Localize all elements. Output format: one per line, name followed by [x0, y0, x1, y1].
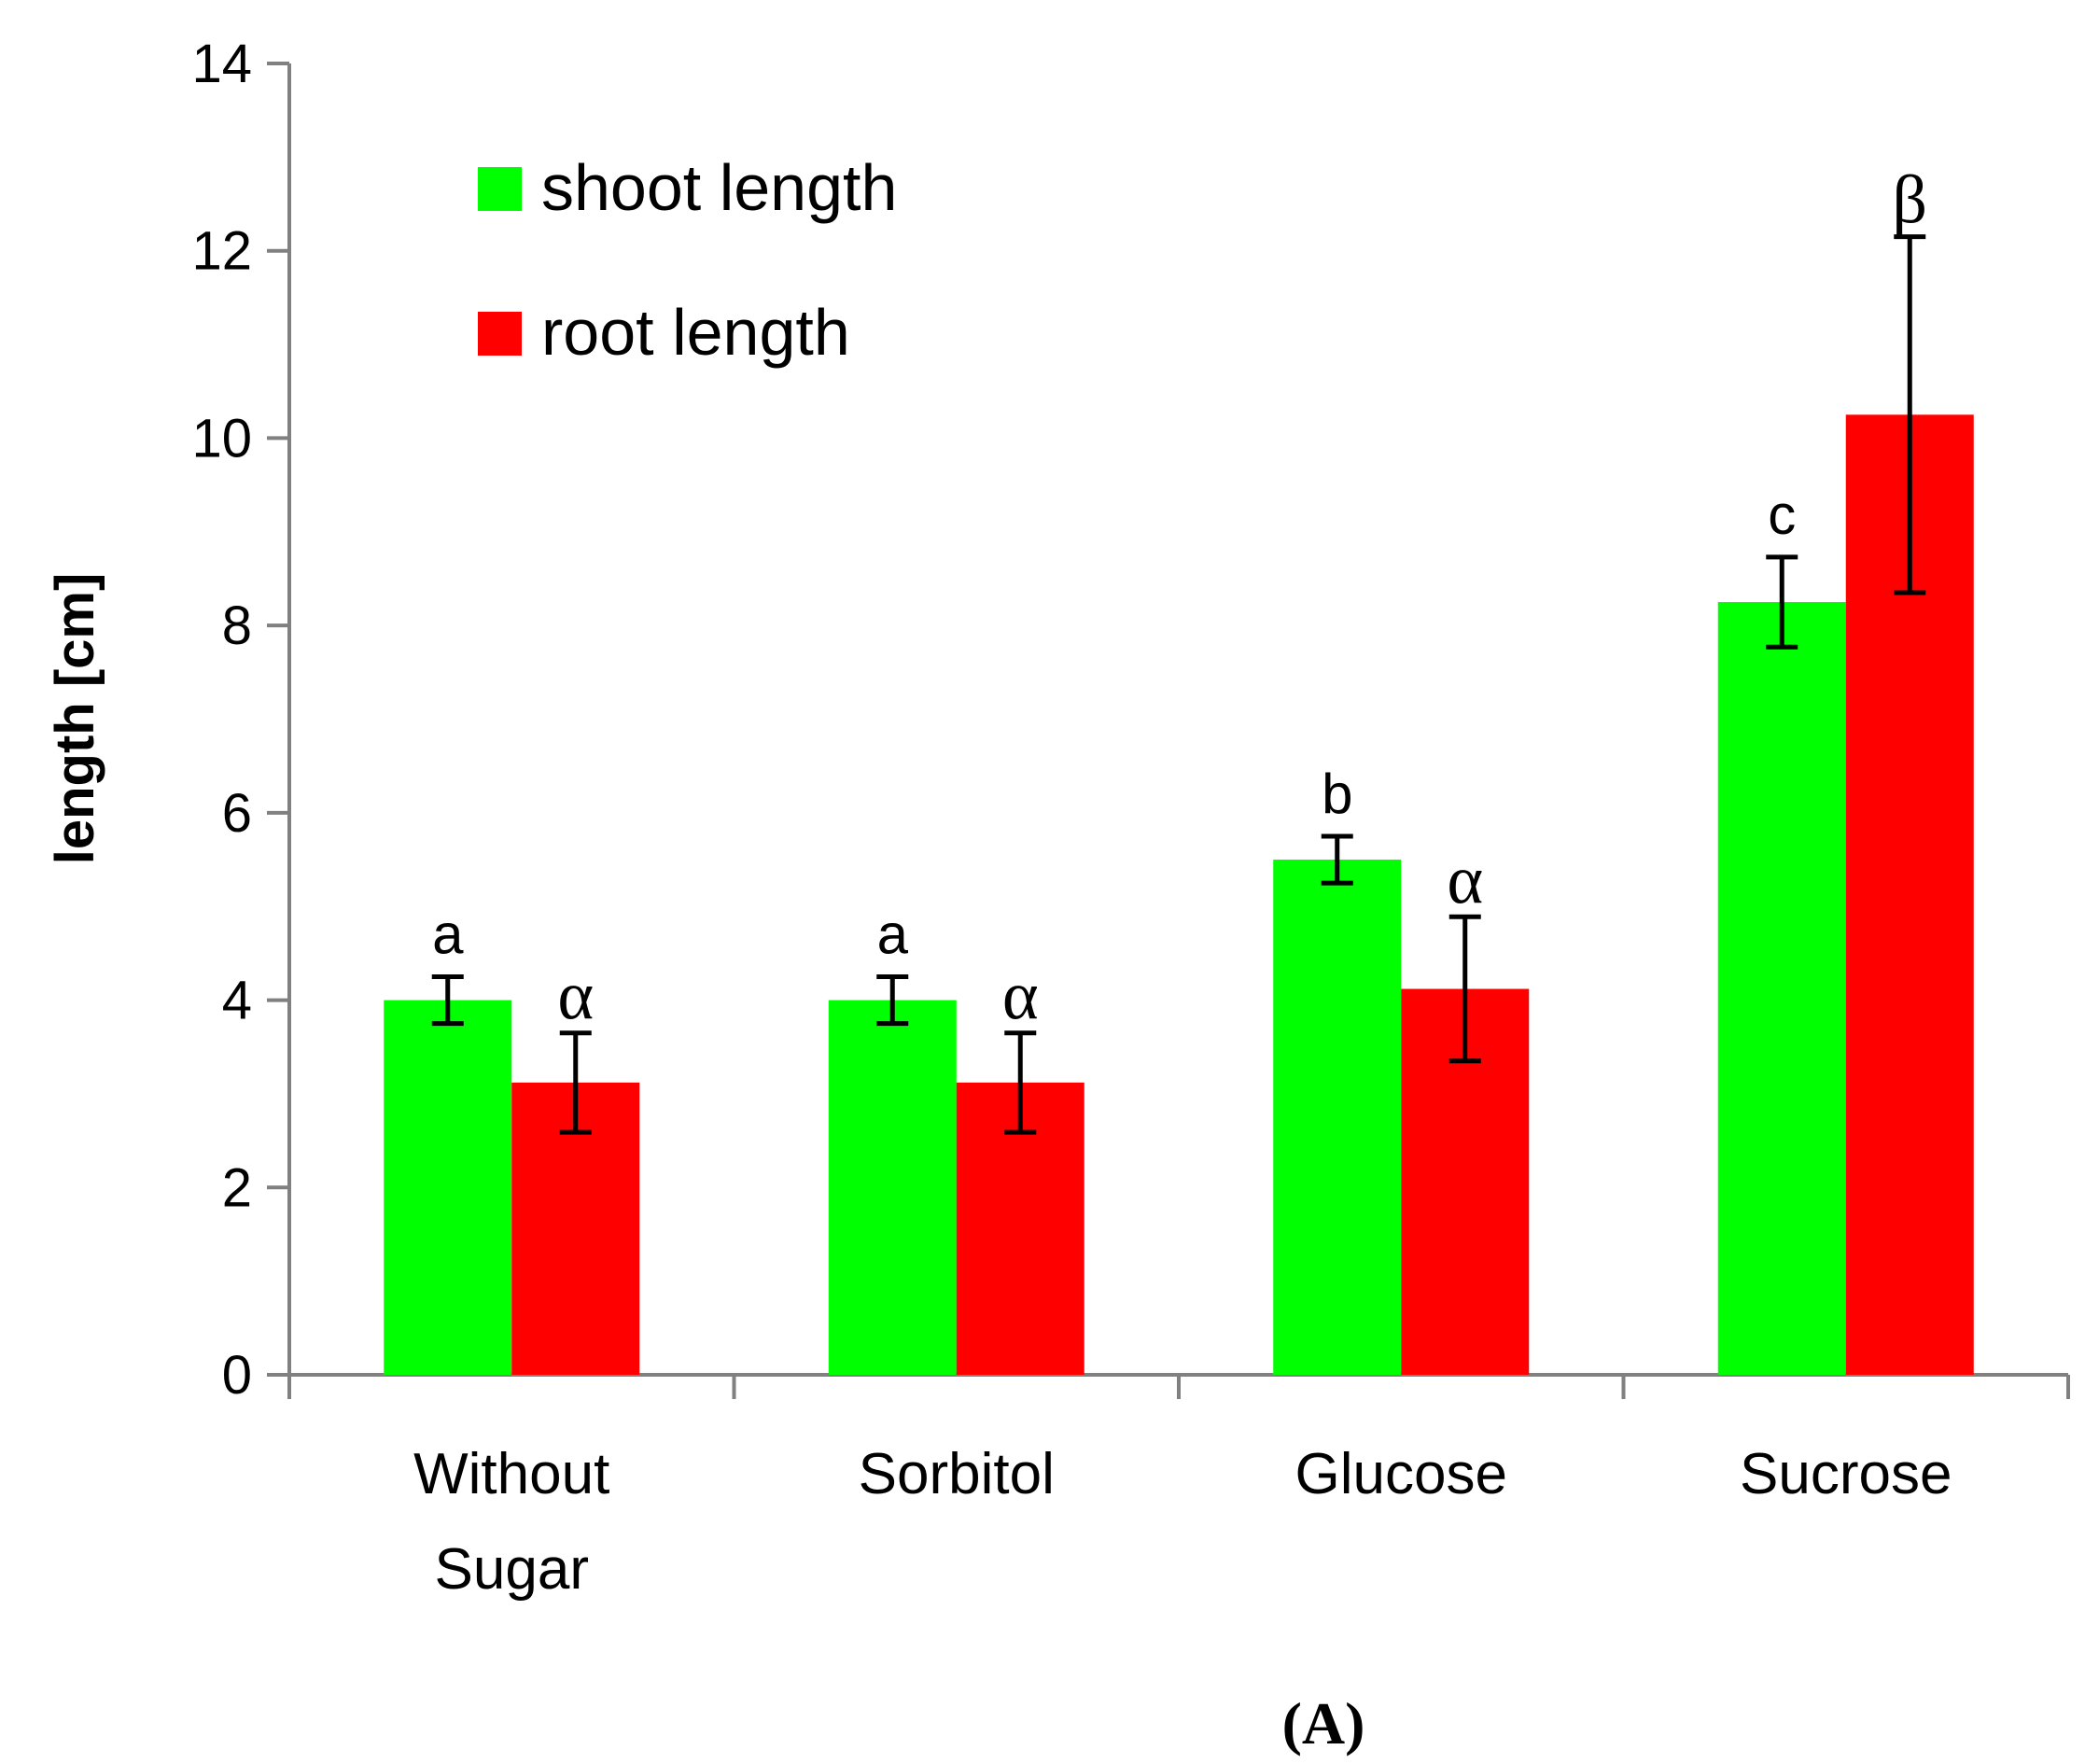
- legend-swatch-shoot: [478, 167, 522, 211]
- y-tick-label: 2: [222, 1157, 252, 1218]
- shoot-bar: [1273, 860, 1402, 1375]
- y-tick-label: 12: [191, 221, 252, 282]
- significance-letter: α: [1447, 842, 1483, 918]
- significance-letter: c: [1768, 483, 1796, 546]
- x-category-label: Without: [413, 1442, 609, 1506]
- significance-letter: α: [1002, 959, 1039, 1035]
- y-tick-label: 4: [222, 971, 252, 1031]
- significance-letter: β: [1892, 162, 1927, 239]
- bars: [384, 234, 1974, 1375]
- y-tick-label: 0: [222, 1345, 252, 1406]
- x-category-label: Sorbitol: [859, 1442, 1055, 1506]
- y-tick-label: 8: [222, 595, 252, 656]
- significance-letter: α: [557, 959, 594, 1035]
- significance-letter: a: [877, 903, 909, 965]
- x-category-label: Sugar: [435, 1537, 589, 1602]
- significance-letter: a: [432, 903, 464, 965]
- y-axis-title: length [cm]: [45, 573, 105, 865]
- legend-swatch-root: [478, 312, 522, 356]
- y-tick-label: 14: [191, 34, 252, 94]
- legend-label-shoot: shoot length: [541, 151, 897, 224]
- x-category-label: Glucose: [1295, 1442, 1507, 1506]
- shoot-bar: [1717, 602, 1846, 1375]
- legend-label-root: root length: [541, 296, 850, 369]
- y-tick-label: 10: [191, 408, 252, 469]
- labels: a a b c α α α β (A): [432, 162, 1927, 1757]
- shoot-bar: [828, 1000, 957, 1375]
- legend: shoot length root length: [478, 151, 897, 369]
- shoot-bar: [384, 1000, 512, 1375]
- significance-letter: b: [1322, 763, 1352, 825]
- axes: 0 2 4 6 8 10 12 14 length [cm] Without Sugar Sorbit…: [45, 34, 2070, 1602]
- figure-caption: (A): [1282, 1690, 1365, 1757]
- y-tick-label: 6: [222, 783, 252, 844]
- x-category-label: Sucrose: [1740, 1442, 1952, 1506]
